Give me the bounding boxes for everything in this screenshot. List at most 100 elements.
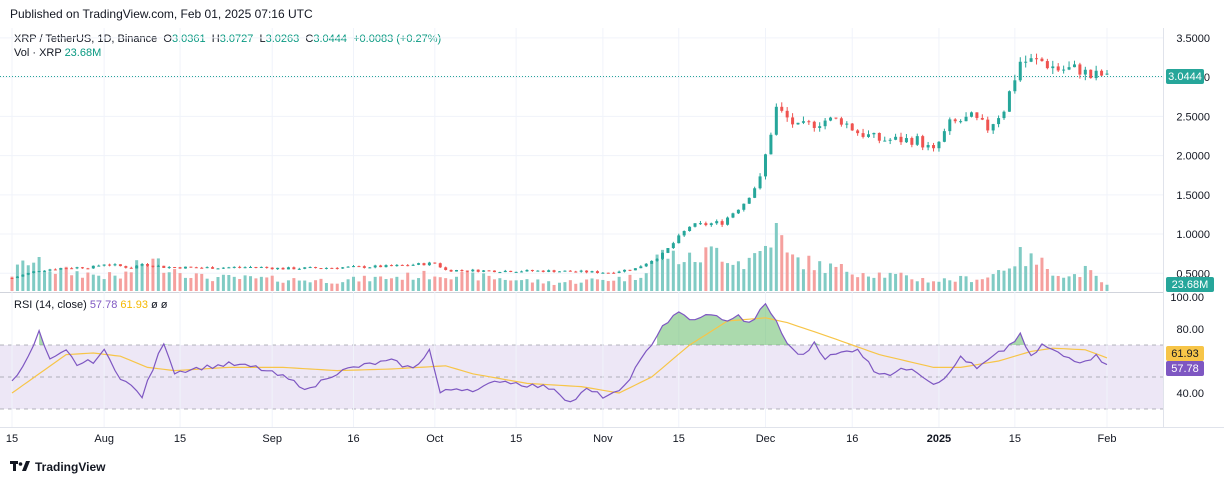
candle-body <box>736 209 740 214</box>
rsi-extra-1: ø <box>151 299 158 311</box>
candle-body <box>91 265 95 269</box>
candle-body <box>731 213 735 218</box>
rsi-label[interactable]: RSI (14, close) <box>14 299 87 311</box>
candle-body <box>417 263 421 265</box>
volume-bar <box>541 283 545 291</box>
candle-body <box>1045 61 1049 69</box>
candle-body <box>1051 66 1055 69</box>
volume-tag-text: 23.68M <box>1172 279 1209 291</box>
tradingview-logo[interactable]: TradingView <box>10 460 105 474</box>
volume-bar <box>769 247 773 291</box>
rsi-ma-tag: 61.93 <box>1166 346 1204 361</box>
candle-body <box>915 136 919 145</box>
rsi-ma-line <box>11 317 1108 394</box>
volume-bar <box>942 278 946 291</box>
candle-body <box>37 270 41 272</box>
volume-bar <box>167 272 171 291</box>
logo-wedge <box>22 461 30 471</box>
volume-bar <box>438 277 442 291</box>
candle-body <box>1100 70 1104 76</box>
candle-body <box>617 271 621 273</box>
rsi-axis-label: 40.00 <box>1176 388 1204 400</box>
candle-body <box>194 267 198 269</box>
volume-label[interactable]: Vol · XRP <box>14 47 62 59</box>
candle-body <box>758 176 762 189</box>
volume-bar <box>590 278 594 291</box>
candle-body <box>547 270 551 272</box>
candle-body <box>709 223 713 226</box>
volume-bar <box>796 257 800 291</box>
volume-bar <box>140 264 144 291</box>
candle-body <box>552 270 556 272</box>
volume-bar <box>346 279 350 291</box>
candle-body <box>888 139 892 141</box>
candle-body <box>1094 70 1098 79</box>
volume-bar <box>872 277 876 291</box>
volume-bar <box>791 254 795 291</box>
volume-bar <box>688 252 692 291</box>
candle-body <box>536 270 540 272</box>
candles[interactable] <box>10 53 1109 280</box>
candle-body <box>492 270 496 273</box>
volume-bar <box>173 269 177 291</box>
volume-bar <box>281 282 285 291</box>
candle-body <box>59 268 63 270</box>
volume-bar <box>558 282 561 291</box>
price-axis-label: 1.0000 <box>1176 229 1210 241</box>
candle-body <box>15 276 19 279</box>
volume-bar <box>455 276 459 291</box>
candle-body <box>921 136 925 148</box>
candle-body <box>601 272 605 274</box>
candle-body <box>200 267 204 269</box>
candle-body <box>530 269 534 272</box>
volume-bar <box>232 276 236 291</box>
volume-bar <box>108 272 112 291</box>
volume-bar <box>352 276 356 291</box>
candle-body <box>476 269 480 272</box>
candle-body <box>449 269 453 272</box>
candle-body <box>720 221 724 225</box>
volume-bar <box>178 273 182 291</box>
volume-bar <box>552 284 556 291</box>
volume-bar <box>829 263 833 291</box>
rsi-tag-bg <box>1166 361 1204 376</box>
candle-body <box>422 263 426 266</box>
volume-bar <box>406 272 410 291</box>
volume-bar <box>677 264 681 291</box>
volume-bar <box>1067 276 1071 291</box>
volume-bar <box>666 258 670 291</box>
candle-body <box>146 264 150 266</box>
volume-bar <box>818 261 822 291</box>
volume-bar <box>297 280 301 291</box>
low-value: 3.0263 <box>265 33 300 45</box>
candle-body <box>655 258 659 261</box>
volume-bar <box>655 254 659 291</box>
candle-body <box>265 266 269 268</box>
volume-bar <box>915 281 919 291</box>
candle-body <box>211 267 215 269</box>
candle-body <box>124 266 128 268</box>
candle-body <box>26 272 30 275</box>
high-value: 3.0727 <box>219 33 254 45</box>
candle-body <box>937 141 941 149</box>
candle-body <box>525 269 529 272</box>
candle-body <box>877 132 881 141</box>
candle-body <box>969 112 973 117</box>
candle-body <box>910 138 914 145</box>
volume-bar <box>1056 275 1060 291</box>
volume-bar <box>1002 270 1006 291</box>
candle-body <box>1056 66 1060 71</box>
candle-body <box>991 124 995 131</box>
volume-bar <box>585 279 589 291</box>
volume-bar <box>162 272 166 291</box>
candle-body <box>660 252 664 259</box>
candle-body <box>270 267 274 270</box>
symbol-name[interactable]: XRP / TetherUS, 1D, Binance <box>14 33 158 45</box>
candle-body <box>997 118 1001 125</box>
volume-bar <box>156 258 160 291</box>
candle-body <box>86 268 90 270</box>
candle-body <box>281 267 285 270</box>
rsi-axis-label: 80.00 <box>1176 324 1204 336</box>
volume-bar <box>335 283 339 291</box>
